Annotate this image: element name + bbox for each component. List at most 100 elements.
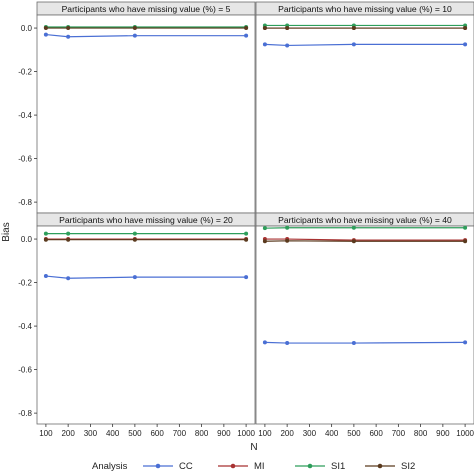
panel-grid: Participants who have missing value (%) … (36, 1, 474, 425)
y-axis: 0.0 -0.2 -0.4 -0.6 -0.8 0.0 -0.2 -0.4 -0.6 -0.8 (18, 24, 37, 418)
data-point-si2 (66, 26, 71, 31)
data-point-si1 (463, 225, 468, 230)
data-point-cc (43, 32, 48, 37)
data-point-si2 (244, 237, 249, 242)
legend: Analysis CC MI SI1 SI2 (92, 461, 415, 472)
legend-label-si1: SI1 (331, 461, 345, 472)
legend-title: Analysis (92, 461, 128, 472)
data-point-si2 (285, 26, 290, 31)
y-tick-label: 0.0 (21, 235, 33, 244)
data-point-si1 (244, 231, 249, 236)
panel-frame (255, 14, 474, 214)
data-point-si2 (132, 237, 137, 242)
y-tick-label: -0.2 (18, 279, 32, 288)
series-line-cc (264, 43, 466, 47)
data-point-si2 (66, 237, 71, 242)
y-tick-label: -0.8 (18, 198, 32, 207)
data-point-cc (43, 274, 48, 279)
x-tick-label: 400 (106, 429, 120, 438)
data-point-cc (132, 33, 137, 38)
y-tick-label: -0.4 (18, 322, 32, 331)
legend-marker-cc (155, 463, 161, 469)
x-tick-label: 300 (303, 429, 317, 438)
data-point-si2 (43, 237, 48, 242)
x-tick-label: 1000 (456, 429, 474, 438)
x-tick-label: 200 (61, 429, 75, 438)
panel: Participants who have missing value (%) … (36, 212, 256, 425)
data-point-cc (66, 34, 71, 39)
x-tick-label: 200 (280, 429, 294, 438)
x-tick-label: 600 (369, 429, 383, 438)
x-tick-label: 900 (217, 429, 231, 438)
x-tick-label: 1000 (237, 429, 255, 438)
series-line-cc (45, 275, 247, 279)
data-point-cc (66, 276, 71, 281)
x-tick-label: 500 (347, 429, 361, 438)
panel-title: Participants who have missing value (%) … (62, 4, 231, 14)
y-tick-label: -0.8 (18, 409, 32, 418)
data-point-cc (244, 33, 249, 38)
data-point-si1 (285, 225, 290, 230)
panel-title: Participants who have missing value (%) … (278, 4, 452, 14)
data-point-cc (285, 341, 290, 346)
y-tick-label: -0.2 (18, 68, 32, 77)
data-point-si2 (351, 26, 356, 31)
x-tick-label: 700 (173, 429, 187, 438)
data-point-si2 (244, 26, 249, 31)
data-point-si1 (43, 231, 48, 236)
data-point-cc (463, 42, 468, 47)
x-axis: 100 200 300 400 500 600 700 800 900 1000 100 200 300… (39, 424, 474, 438)
y-tick-label: -0.6 (18, 366, 32, 375)
panel: Participants who have missing value (%) … (255, 212, 474, 425)
series-line-mi (264, 238, 466, 241)
data-point-si1 (262, 226, 267, 231)
data-point-cc (351, 42, 356, 47)
data-point-si1 (132, 231, 137, 236)
x-tick-label: 300 (84, 429, 98, 438)
x-tick-label: 700 (392, 429, 406, 438)
legend-label-mi: MI (254, 461, 265, 472)
data-point-si2 (262, 239, 267, 244)
panel: Participants who have missing value (%) … (255, 1, 474, 214)
x-tick-label: 900 (436, 429, 450, 438)
y-tick-label: -0.4 (18, 111, 32, 120)
data-point-si2 (463, 26, 468, 31)
data-point-cc (262, 42, 267, 47)
panel-frame (36, 14, 256, 214)
x-tick-label: 400 (325, 429, 339, 438)
data-point-si2 (132, 26, 137, 31)
x-axis-label: N (250, 442, 257, 453)
data-point-cc (463, 340, 468, 345)
series-line-cc (264, 341, 466, 344)
panel-title: Participants who have missing value (%) … (59, 215, 233, 225)
x-tick-label: 800 (195, 429, 209, 438)
data-point-si2 (285, 238, 290, 243)
data-point-si2 (262, 26, 267, 31)
legend-label-si2: SI2 (401, 461, 415, 472)
panel-title: Participants who have missing value (%) … (278, 215, 452, 225)
x-tick-label: 100 (258, 429, 272, 438)
x-tick-label: 600 (150, 429, 164, 438)
data-point-cc (262, 340, 267, 345)
data-point-cc (132, 275, 137, 280)
legend-label-cc: CC (179, 461, 193, 472)
x-tick-label: 800 (414, 429, 428, 438)
data-point-si2 (463, 239, 468, 244)
data-point-si2 (351, 239, 356, 244)
y-axis-label: Bias (1, 222, 12, 241)
y-tick-label: 0.0 (21, 24, 33, 33)
panel-frame (255, 225, 474, 425)
legend-marker-si1 (307, 463, 313, 469)
x-tick-label: 500 (128, 429, 142, 438)
data-point-si2 (43, 26, 48, 31)
data-point-cc (244, 275, 249, 280)
y-tick-label: -0.6 (18, 155, 32, 164)
data-point-si1 (66, 231, 71, 236)
data-point-cc (285, 43, 290, 48)
legend-marker-mi (230, 463, 236, 469)
panel-frame (36, 225, 256, 425)
data-point-cc (351, 341, 356, 346)
series-line-cc (45, 33, 247, 38)
legend-marker-si2 (377, 463, 383, 469)
